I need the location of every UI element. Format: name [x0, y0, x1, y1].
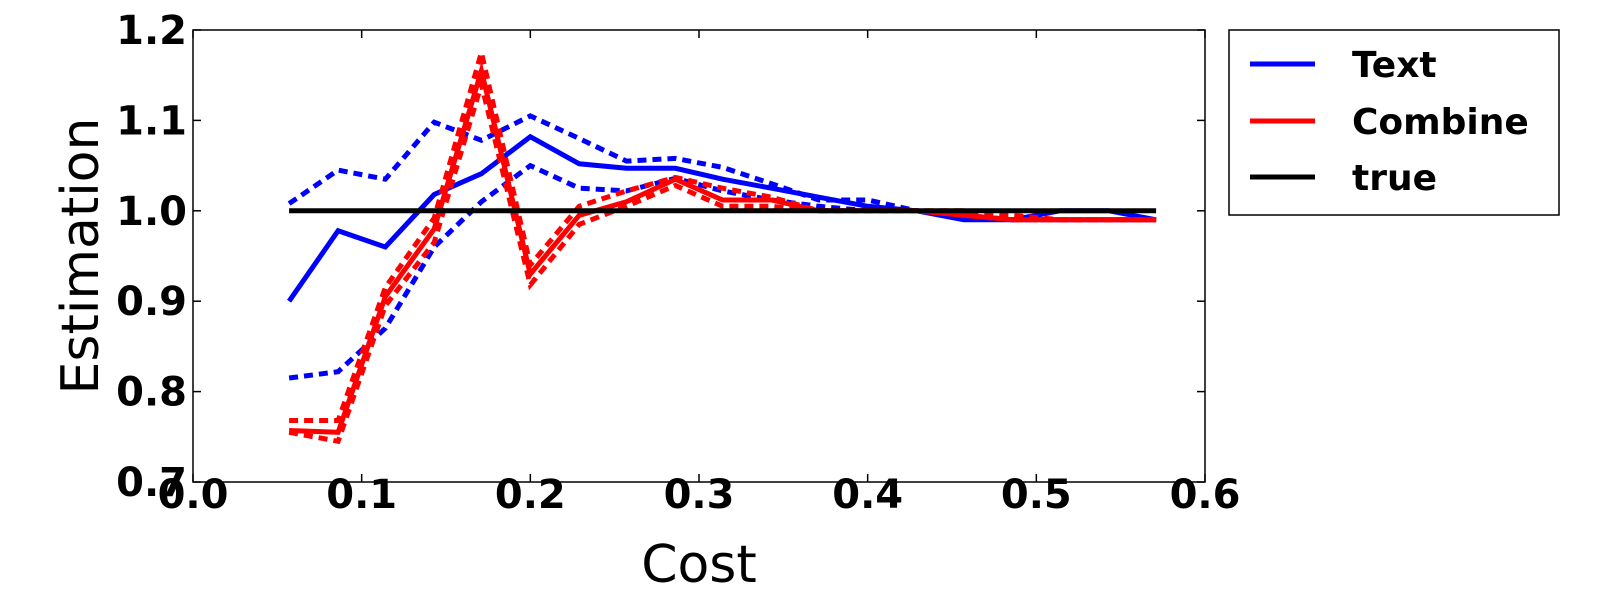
x-tick-label: 0.6 — [1170, 472, 1241, 518]
x-tick-label: 0.0 — [158, 472, 229, 518]
series-line-band-4-dashed — [289, 51, 1157, 423]
legend-label-true: true — [1352, 158, 1437, 199]
series-line-combine-solid — [289, 61, 1157, 435]
series-line-band-5-dashed — [288, 74, 1157, 445]
x-tick-label: 0.2 — [495, 472, 566, 518]
x-tick-label: 0.1 — [326, 472, 397, 518]
y-tick-label: 1.0 — [116, 189, 187, 235]
y-tick-label: 0.9 — [116, 279, 187, 325]
legend: Text Combine true — [1228, 29, 1560, 216]
x-tick-label: 0.3 — [664, 472, 735, 518]
y-tick-label: 0.7 — [116, 460, 187, 506]
x-axis-title: Cost — [641, 535, 757, 595]
axis-ticks — [192, 29, 1206, 483]
plot-lines — [287, 51, 1157, 445]
y-tick-label: 1.1 — [116, 98, 187, 144]
legend-label-combine: Combine — [1352, 102, 1529, 143]
y-tick-label: 1.2 — [116, 8, 187, 54]
x-tick-label: 0.4 — [832, 472, 903, 518]
y-axis-title: Estimation — [51, 118, 111, 395]
tick-labels: 0.0 0.1 0.2 0.3 0.4 0.5 0.6 0.7 0.8 0.9 1.0 1.1 1.2 — [116, 8, 1240, 518]
x-tick-label: 0.5 — [1001, 472, 1072, 518]
y-tick-label: 0.8 — [116, 370, 187, 416]
legend-label-text: Text — [1352, 45, 1437, 86]
